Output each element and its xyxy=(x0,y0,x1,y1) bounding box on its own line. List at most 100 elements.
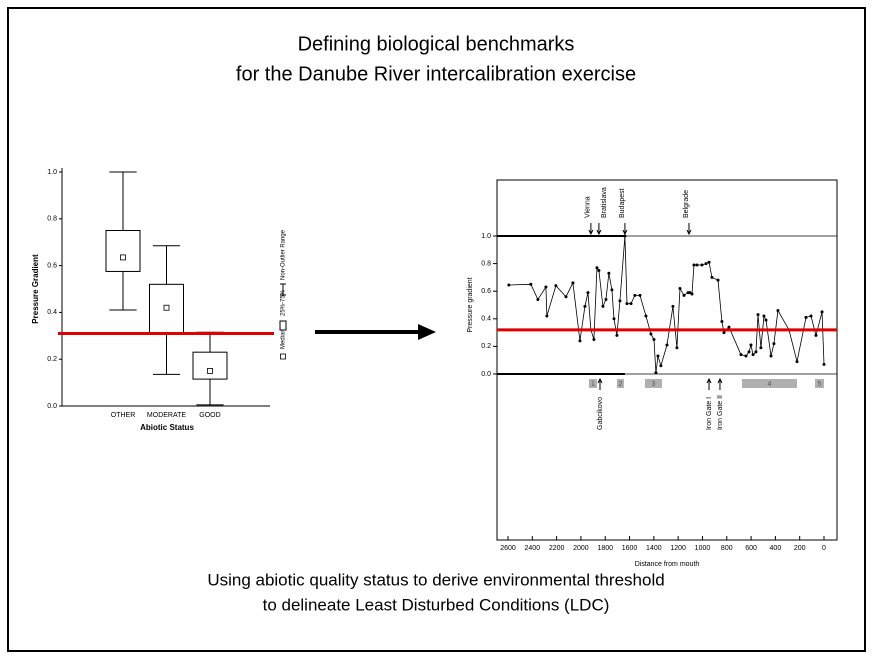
data-point xyxy=(720,320,724,324)
dam-arrow xyxy=(717,377,723,390)
legend-label: Median xyxy=(281,329,287,349)
section-bar xyxy=(616,379,624,388)
data-point xyxy=(692,263,696,267)
x-tick-label: 1200 xyxy=(670,545,686,552)
data-point xyxy=(820,310,824,314)
data-point xyxy=(625,302,629,306)
data-point xyxy=(644,314,648,318)
x-tick-label: 1400 xyxy=(646,545,662,552)
data-point xyxy=(700,263,704,267)
y-tick-label: 0.4 xyxy=(47,309,57,316)
data-point xyxy=(595,266,599,270)
x-tick-label: 1600 xyxy=(622,545,638,552)
city-label: Budapest xyxy=(619,188,626,218)
data-point xyxy=(690,292,694,296)
data-point xyxy=(545,314,549,318)
dam-label: Iron Gate I xyxy=(706,397,713,430)
data-point xyxy=(654,371,658,375)
x-tick-label: 1800 xyxy=(597,545,613,552)
legend-icon xyxy=(279,320,287,331)
y-tick-label: 0.0 xyxy=(47,403,57,410)
data-point xyxy=(704,262,708,266)
data-point xyxy=(759,346,763,350)
data-point xyxy=(544,285,548,289)
data-point xyxy=(656,354,660,358)
data-point xyxy=(739,353,743,357)
data-point xyxy=(747,350,751,354)
y-tick-label: 0.0 xyxy=(481,371,491,378)
dam-label: Gabcikovo xyxy=(597,397,604,430)
data-point xyxy=(633,293,637,297)
city-arrow xyxy=(588,223,594,236)
data-point xyxy=(772,342,776,346)
section-label: 4 xyxy=(768,381,772,388)
legend-icon xyxy=(280,283,286,296)
y-tick-label: 1.0 xyxy=(481,233,491,240)
data-point xyxy=(754,350,758,354)
section-bar xyxy=(741,379,798,388)
dam-arrow xyxy=(597,377,603,390)
median-marker xyxy=(207,367,213,374)
dam-arrow xyxy=(706,377,712,390)
data-point xyxy=(809,314,813,318)
y-tick-label: 0.4 xyxy=(481,316,491,323)
data-point xyxy=(597,269,601,272)
y-tick-label: 0.2 xyxy=(481,343,491,350)
data-point xyxy=(629,302,633,306)
data-point xyxy=(571,281,575,285)
y-tick-label: 0.6 xyxy=(47,262,57,269)
data-point xyxy=(695,263,699,267)
section-bar xyxy=(644,379,662,388)
x-tick-label: 800 xyxy=(721,545,733,552)
data-point xyxy=(707,260,711,264)
x-tick-label: 2000 xyxy=(573,545,589,552)
data-point xyxy=(592,338,596,341)
data-point xyxy=(814,333,818,337)
data-point xyxy=(536,297,540,301)
data-point xyxy=(671,304,675,308)
section-label: 3 xyxy=(652,381,656,388)
data-point xyxy=(578,339,582,343)
data-point xyxy=(618,299,622,303)
arrow-head xyxy=(418,324,436,340)
data-point xyxy=(756,313,760,317)
y-tick-label: 0.8 xyxy=(481,260,491,267)
x-tick-label: MODERATE xyxy=(147,412,186,419)
data-point xyxy=(554,284,558,288)
y-tick-label: 0.2 xyxy=(47,356,57,363)
x-tick-label: GOOD xyxy=(199,412,220,419)
box xyxy=(192,351,228,380)
data-point xyxy=(716,278,720,282)
data-point xyxy=(601,304,605,308)
y-axis-title: Pressure gradient xyxy=(467,277,474,332)
data-point xyxy=(615,333,619,337)
data-point xyxy=(675,346,679,350)
section-label: 1 xyxy=(591,381,595,388)
data-point xyxy=(610,288,614,292)
data-point xyxy=(762,314,766,318)
city-arrow xyxy=(596,223,602,236)
data-point xyxy=(751,353,755,357)
median-marker xyxy=(120,254,126,261)
x-tick-label: 1000 xyxy=(695,545,711,552)
legend-label: Non-Outlier Range xyxy=(281,229,287,280)
data-point xyxy=(623,234,627,238)
data-point xyxy=(744,354,748,358)
x-tick-label: 2400 xyxy=(525,545,541,552)
data-point xyxy=(764,318,768,322)
section-label: 5 xyxy=(818,381,822,388)
legend-label: 25%-75% xyxy=(281,289,287,316)
title-line: Defining biological benchmarks xyxy=(298,33,575,55)
data-point xyxy=(822,362,826,366)
legend-icon xyxy=(280,353,286,360)
x-tick-label: 2600 xyxy=(500,545,516,552)
data-point xyxy=(727,325,731,329)
data-point xyxy=(795,360,799,364)
data-point xyxy=(652,338,656,341)
data-point xyxy=(682,293,686,297)
data-point xyxy=(529,282,533,286)
data-point xyxy=(507,283,511,287)
data-point xyxy=(649,332,653,336)
x-tick-label: 0 xyxy=(822,545,826,552)
